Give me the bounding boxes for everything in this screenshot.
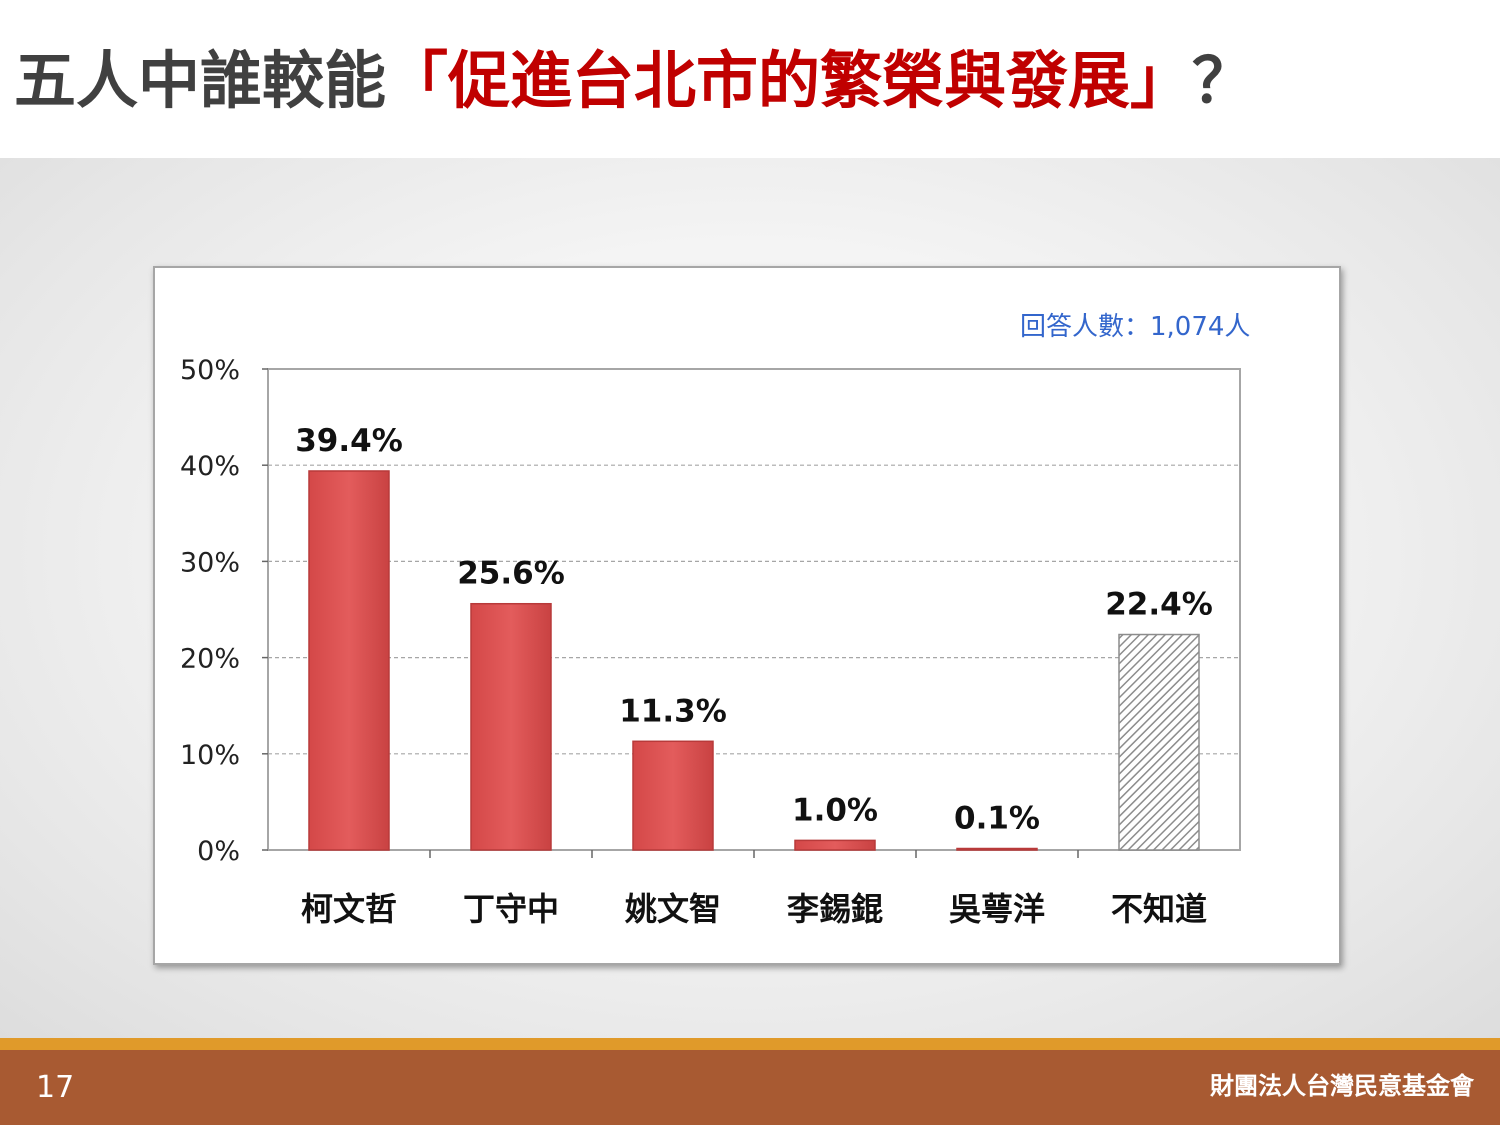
bar-value-label: 1.0% [792, 792, 878, 828]
title-prefix: 五人中誰較能 [14, 44, 387, 117]
title-highlight: 「促進台北市的繁榮與發展」 [386, 44, 1193, 117]
y-tick-label: 40% [180, 451, 240, 482]
bar [794, 839, 876, 851]
y-tick-label: 10% [180, 740, 240, 771]
plot-frame [267, 368, 1241, 851]
x-category-label: 不知道 [1111, 890, 1207, 928]
bar [470, 602, 552, 851]
x-category-label: 吳萼洋 [949, 890, 1045, 928]
y-tick-label: 30% [180, 547, 240, 578]
y-tick-label: 0% [197, 836, 240, 867]
page-number: 17 [36, 1070, 75, 1105]
slide-header: 五人中誰較能「促進台北市的繁榮與發展」？ [0, 0, 1500, 158]
respondent-count: 回答人數：1,074人 [1020, 312, 1251, 342]
bar-value-label: 11.3% [619, 693, 727, 729]
slide-footer [0, 1050, 1500, 1125]
bar-unknown [1118, 633, 1200, 851]
bar [632, 740, 714, 851]
bar-value-label: 39.4% [295, 423, 403, 459]
organization-name: 財團法人台灣民意基金會 [1210, 1072, 1474, 1100]
bar-value-label: 22.4% [1105, 587, 1213, 623]
x-category-label: 丁守中 [463, 890, 559, 928]
title-suffix: ？ [1192, 44, 1255, 117]
bar-value-label: 0.1% [954, 801, 1040, 837]
bar [308, 470, 390, 851]
footer-accent-line [0, 1038, 1500, 1050]
y-tick-label: 50% [180, 355, 240, 386]
y-tick-label: 20% [180, 644, 240, 675]
slide-title: 五人中誰較能「促進台北市的繁榮與發展」？ [14, 36, 1254, 126]
x-category-label: 李錫錕 [787, 890, 883, 928]
x-category-label: 柯文哲 [301, 890, 397, 928]
bar [956, 847, 1038, 851]
bar-value-label: 25.6% [457, 556, 565, 592]
x-category-label: 姚文智 [624, 890, 721, 928]
